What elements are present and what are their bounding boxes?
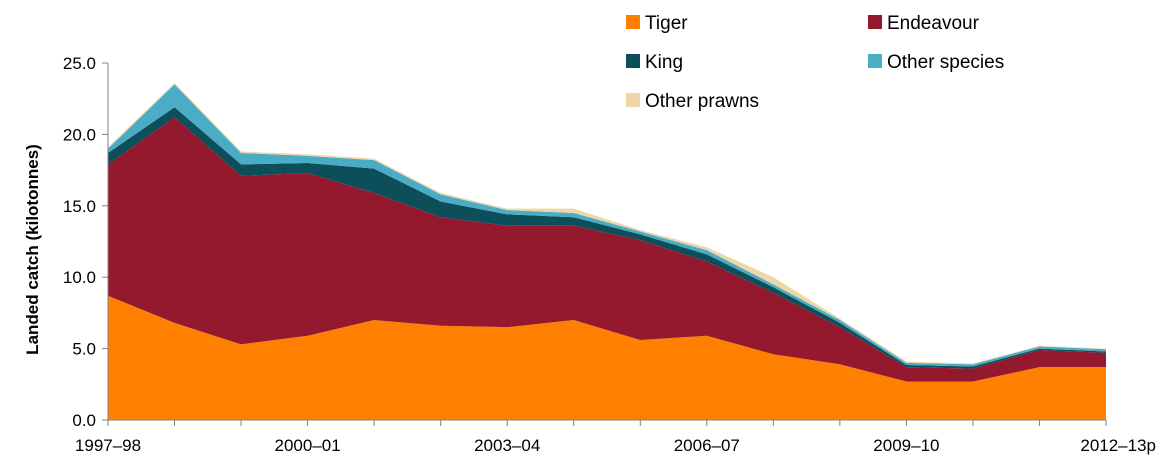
- x-tick-label: 2006–07: [674, 436, 740, 455]
- x-tick-label: 2009–10: [873, 436, 939, 455]
- y-tick-label: 0.0: [72, 411, 96, 430]
- y-axis-title: Landed catch (kilotonnes): [23, 144, 42, 355]
- y-tick-label: 20.0: [63, 125, 96, 144]
- x-tick-label: 2012–13p: [1080, 436, 1156, 455]
- legend-swatch: [626, 15, 640, 29]
- legend-label: King: [645, 52, 683, 73]
- legend-swatch: [626, 93, 640, 107]
- x-tick-label: 2003–04: [474, 436, 540, 455]
- y-tick-label: 15.0: [63, 197, 96, 216]
- area-endeavour: [108, 117, 1106, 382]
- y-tick-label: 25.0: [63, 54, 96, 73]
- axes: [107, 63, 1106, 421]
- legend-swatch: [868, 15, 882, 29]
- legend-label: Other prawns: [645, 91, 759, 112]
- legend-label: Endeavour: [887, 13, 980, 34]
- legend: Tiger Endeavour King Other species Other pra…: [626, 13, 1004, 112]
- area-other-species: [108, 84, 1106, 367]
- x-axis-ticks: 1997–98 2000–01 2003–04 2006–07 2009–10 2012–…: [75, 420, 1156, 455]
- x-tick-label: 1997–98: [75, 436, 141, 455]
- y-tick-label: 5.0: [72, 340, 96, 359]
- legend-swatch: [868, 54, 882, 68]
- legend-label: Tiger: [645, 13, 688, 34]
- legend-swatch: [626, 54, 640, 68]
- y-tick-label: 10.0: [63, 268, 96, 287]
- y-axis-ticks: 0.0 5.0 10.0 15.0 20.0 25.0: [63, 54, 108, 430]
- area-king: [108, 107, 1106, 369]
- x-tick-label: 2000–01: [275, 436, 341, 455]
- area-layers: [108, 82, 1106, 420]
- legend-label: Other species: [887, 52, 1004, 73]
- area-tiger: [108, 295, 1106, 420]
